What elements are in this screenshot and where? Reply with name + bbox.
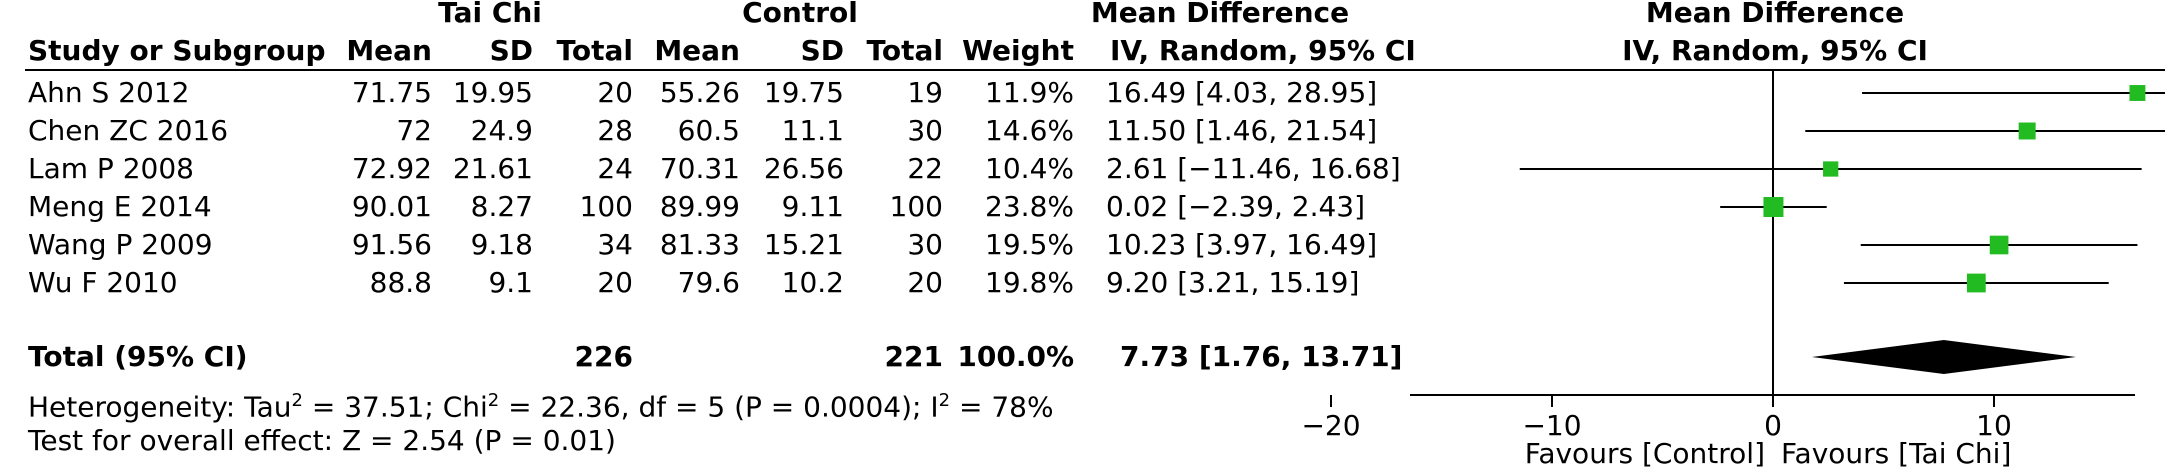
study-name: Lam P 2008: [28, 152, 194, 185]
md-ci-text: 10.23 [3.97, 16.49]: [1106, 228, 1378, 261]
col-header-md-ci: IV, Random, 95% CI: [1110, 34, 1416, 67]
col-header-tc-mean: Mean: [346, 34, 432, 67]
c-sd: 11.1: [781, 114, 844, 147]
col-header-weight: Weight: [962, 34, 1074, 67]
weight: 19.8%: [985, 266, 1074, 299]
tc-mean: 72.92: [351, 152, 432, 185]
c-total: 19: [907, 76, 943, 109]
tc-total: 20: [597, 76, 633, 109]
md-ci-text: 9.20 [3.21, 15.19]: [1106, 266, 1360, 299]
favours-control-label: Favours [Control]: [1525, 437, 1765, 470]
tc-sd: 24.9: [470, 114, 533, 147]
favours-taichi-label: Favours [Tai Chi]: [1781, 437, 2011, 470]
study-name: Ahn S 2012: [28, 76, 190, 109]
overall-effect-text: Test for overall effect: Z = 2.54 (P = 0…: [28, 424, 616, 457]
c-sd: 26.56: [763, 152, 844, 185]
total-c: 221: [884, 340, 943, 373]
c-sd: 10.2: [781, 266, 844, 299]
group-header-taichi: Tai Chi: [438, 0, 542, 29]
col-header-c-total: Total: [866, 34, 944, 67]
effect-marker: [1966, 273, 1986, 293]
study-name: Meng E 2014: [28, 190, 212, 223]
x-tick-label: 10: [1976, 409, 2012, 442]
c-mean: 55.26: [659, 76, 740, 109]
group-header-control: Control: [742, 0, 858, 29]
effect-marker: [1989, 235, 2009, 255]
weight: 11.9%: [985, 76, 1074, 109]
study-name: Wu F 2010: [28, 266, 178, 299]
total-ci-text: 7.73 [1.76, 13.71]: [1120, 340, 1403, 373]
tc-total: 28: [597, 114, 633, 147]
effect-marker: [1763, 197, 1784, 217]
c-total: 22: [907, 152, 943, 185]
tc-total: 24: [597, 152, 633, 185]
weight: 19.5%: [985, 228, 1074, 261]
md-ci-text: 2.61 [−11.46, 16.68]: [1106, 152, 1401, 185]
x-tick-label: −20: [1301, 409, 1360, 442]
tc-sd: 8.27: [470, 190, 533, 223]
weight: 14.6%: [985, 114, 1074, 147]
study-name: Wang P 2009: [28, 228, 213, 261]
c-total: 30: [907, 114, 943, 147]
effect-marker: [1823, 161, 1839, 177]
total-tc: 226: [574, 340, 633, 373]
tc-mean: 88.8: [369, 266, 432, 299]
weight: 23.8%: [985, 190, 1074, 223]
total-label: Total (95% CI): [28, 340, 248, 373]
c-total: 20: [907, 266, 943, 299]
x-tick-label: 0: [1764, 409, 1782, 442]
c-total: 30: [907, 228, 943, 261]
tc-mean: 91.56: [351, 228, 432, 261]
c-mean: 70.31: [659, 152, 740, 185]
col-header-c-mean: Mean: [654, 34, 740, 67]
col-header-tc-total: Total: [556, 34, 634, 67]
col-header-study: Study or Subgroup: [28, 34, 326, 67]
tc-mean: 71.75: [351, 76, 432, 109]
tc-total: 20: [597, 266, 633, 299]
effect-marker: [2018, 122, 2036, 140]
tc-mean: 90.01: [351, 190, 432, 223]
c-sd: 9.11: [781, 190, 844, 223]
total-weight: 100.0%: [957, 340, 1074, 373]
c-mean: 79.6: [677, 266, 740, 299]
c-sd: 19.75: [763, 76, 844, 109]
x-tick-label: −10: [1522, 409, 1581, 442]
tc-sd: 21.61: [452, 152, 533, 185]
heterogeneity-text: Heterogeneity: Tau2 = 37.51; Chi2 = 22.3…: [28, 390, 1054, 424]
tc-mean: 72: [396, 114, 432, 147]
effect-marker: [2129, 85, 2146, 101]
c-total: 100: [889, 190, 943, 223]
tc-sd: 19.95: [452, 76, 533, 109]
md-ci-text: 16.49 [4.03, 28.95]: [1106, 76, 1378, 109]
tc-sd: 9.1: [488, 266, 533, 299]
weight: 10.4%: [985, 152, 1074, 185]
tc-total: 34: [597, 228, 633, 261]
c-mean: 81.33: [659, 228, 740, 261]
md-ci-text: 0.02 [−2.39, 2.43]: [1106, 190, 1366, 223]
study-name: Chen ZC 2016: [28, 114, 229, 147]
plot-title: Mean Difference: [1645, 0, 1905, 29]
plot-subtitle: IV, Random, 95% CI: [1622, 34, 1928, 67]
tc-sd: 9.18: [470, 228, 533, 261]
c-mean: 60.5: [677, 114, 740, 147]
header-rule: [25, 69, 2165, 71]
c-mean: 89.99: [659, 190, 740, 223]
c-sd: 15.21: [763, 228, 844, 261]
group-header-md: Mean Difference: [1090, 0, 1350, 29]
col-header-c-sd: SD: [800, 34, 844, 67]
col-header-tc-sd: SD: [489, 34, 533, 67]
md-ci-text: 11.50 [1.46, 21.54]: [1106, 114, 1378, 147]
tc-total: 100: [579, 190, 633, 223]
pooled-diamond: [1811, 340, 2076, 374]
